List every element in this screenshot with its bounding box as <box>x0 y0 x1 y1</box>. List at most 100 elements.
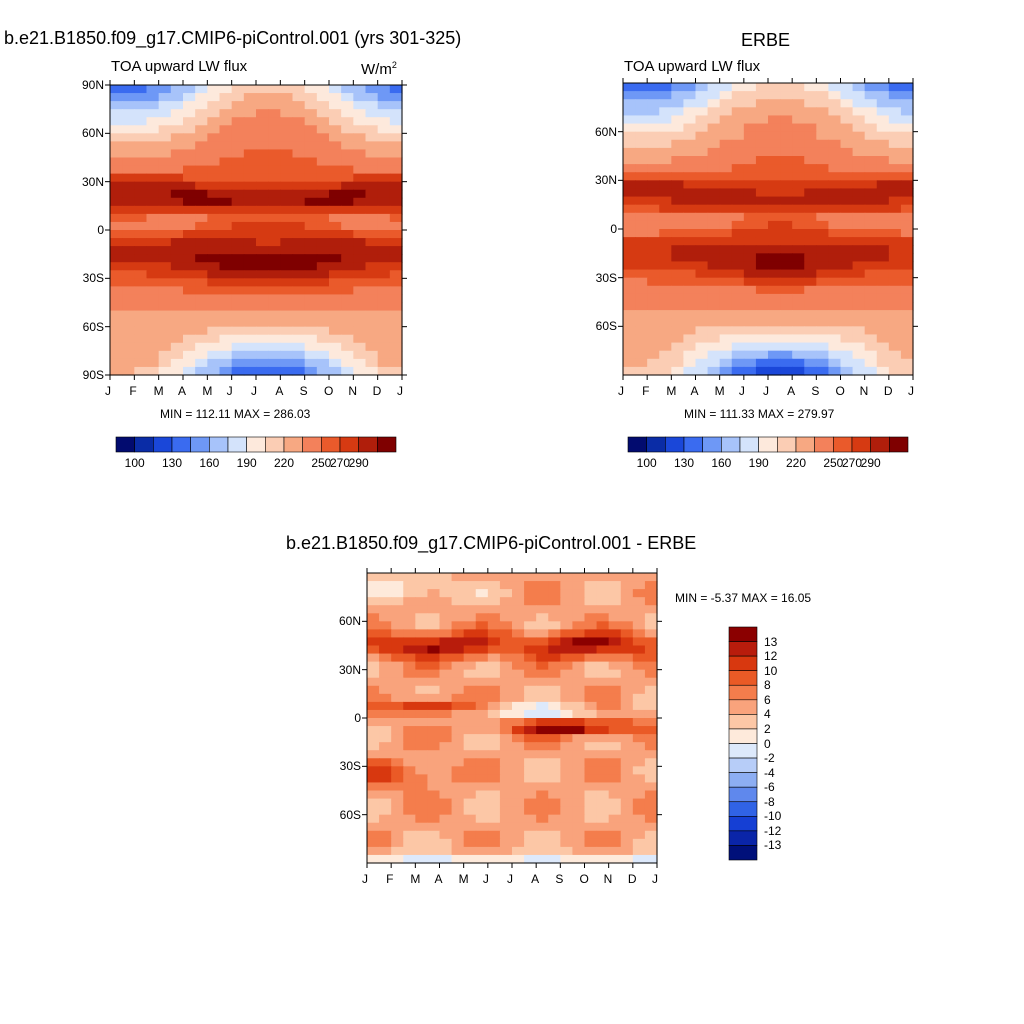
y-tick-label: 60N <box>81 126 104 141</box>
heatmap-cell <box>572 661 586 671</box>
heatmap-cell <box>122 310 135 320</box>
heatmap-cell <box>367 685 380 695</box>
heatmap-cell <box>900 123 914 133</box>
heatmap-cell <box>876 115 890 125</box>
heatmap-cell <box>695 358 709 368</box>
heatmap-cell <box>391 734 404 743</box>
heatmap-cell <box>584 693 598 703</box>
heatmap-cell <box>304 278 318 287</box>
heatmap-cell <box>379 838 392 848</box>
heatmap-cell <box>391 830 404 840</box>
heatmap-cell <box>207 213 221 223</box>
heatmap-cell <box>451 573 465 582</box>
heatmap-cell <box>900 293 914 303</box>
heatmap-cell <box>391 814 404 824</box>
heatmap-cell <box>695 188 709 198</box>
heatmap-cell <box>548 798 561 808</box>
heatmap-cell <box>659 204 672 214</box>
heatmap-cell <box>146 246 160 255</box>
heatmap-cell <box>243 302 257 312</box>
heatmap-cell <box>415 685 429 695</box>
heatmap-cell <box>377 101 391 110</box>
heatmap-cell <box>243 294 257 304</box>
heatmap-cell <box>804 188 817 198</box>
heatmap-cell <box>243 165 257 175</box>
heatmap-cell <box>304 366 318 376</box>
heatmap-cell <box>292 125 306 134</box>
heatmap-cell <box>719 83 733 92</box>
heatmap-cell <box>644 573 658 582</box>
heatmap-cell <box>780 172 793 181</box>
heatmap-cell <box>134 310 148 320</box>
heatmap-cell <box>439 693 453 703</box>
heatmap-cell <box>243 262 257 271</box>
heatmap-cell <box>900 318 914 327</box>
heatmap-cell <box>695 115 709 125</box>
heatmap-cell <box>122 350 135 360</box>
heatmap-cell <box>353 342 367 352</box>
heatmap-cell <box>379 734 392 743</box>
x-tick-label: S <box>555 872 564 886</box>
heatmap-cell <box>780 212 793 222</box>
heatmap-cell <box>391 653 404 663</box>
heatmap-cell <box>403 677 416 687</box>
heatmap-cell <box>365 318 379 328</box>
heatmap-cell <box>170 149 184 159</box>
heatmap-cell <box>219 205 233 215</box>
heatmap-cell <box>596 621 610 630</box>
colorbar-swatch <box>209 436 229 453</box>
heatmap-cell <box>268 286 281 296</box>
heatmap-cell <box>280 286 294 296</box>
heatmap-cell <box>389 310 403 320</box>
heatmap-cell <box>463 653 477 663</box>
heatmap-cell <box>353 302 367 312</box>
heatmap-cell <box>620 830 634 840</box>
y-tick-label: 30N <box>594 173 617 188</box>
heatmap-cell <box>122 286 135 296</box>
heatmap-cell <box>487 822 501 832</box>
heatmap-cell <box>852 334 866 344</box>
heatmap-cell <box>219 213 233 223</box>
heatmap-cell <box>341 278 354 287</box>
heatmap-cell <box>804 220 817 230</box>
heatmap-cell <box>608 854 622 864</box>
heatmap-cell <box>548 661 561 671</box>
heatmap-cell <box>828 326 842 336</box>
heatmap-cell <box>377 326 391 336</box>
heatmap-cell <box>341 109 354 118</box>
heatmap-cell <box>876 107 890 117</box>
heatmap-cell <box>268 181 281 191</box>
heatmap-cell <box>219 326 233 336</box>
heatmap-cell <box>353 294 367 304</box>
heatmap-cell <box>731 350 745 360</box>
heatmap-cell <box>427 838 441 848</box>
heatmap-cell <box>560 589 574 598</box>
heatmap-cell <box>659 164 672 173</box>
heatmap-cell <box>487 838 501 848</box>
panel2-heatmap <box>618 78 918 380</box>
heatmap-cell <box>439 822 453 832</box>
heatmap-cell <box>524 645 537 655</box>
heatmap-cell <box>427 782 441 792</box>
heatmap-cell <box>644 693 658 703</box>
heatmap-cell <box>256 342 269 352</box>
heatmap-cell <box>122 157 135 167</box>
heatmap-cell <box>110 350 123 360</box>
heatmap-cell <box>608 653 622 663</box>
heatmap-cell <box>768 204 781 214</box>
heatmap-cell <box>195 318 208 328</box>
heatmap-cell <box>367 854 380 864</box>
heatmap-cell <box>391 750 404 759</box>
heatmap-cell <box>683 139 697 149</box>
heatmap-cell <box>231 181 245 191</box>
heatmap-cell <box>683 358 697 368</box>
heatmap-cell <box>499 854 513 864</box>
heatmap-cell <box>864 212 878 222</box>
heatmap-cell <box>840 99 854 108</box>
heatmap-cell <box>219 117 233 126</box>
colorbar-label: 270 <box>842 456 863 470</box>
heatmap-cell <box>731 147 745 157</box>
y-tick-label: 30S <box>339 759 361 774</box>
heatmap-cell <box>316 117 330 126</box>
heatmap-cell <box>864 310 878 319</box>
